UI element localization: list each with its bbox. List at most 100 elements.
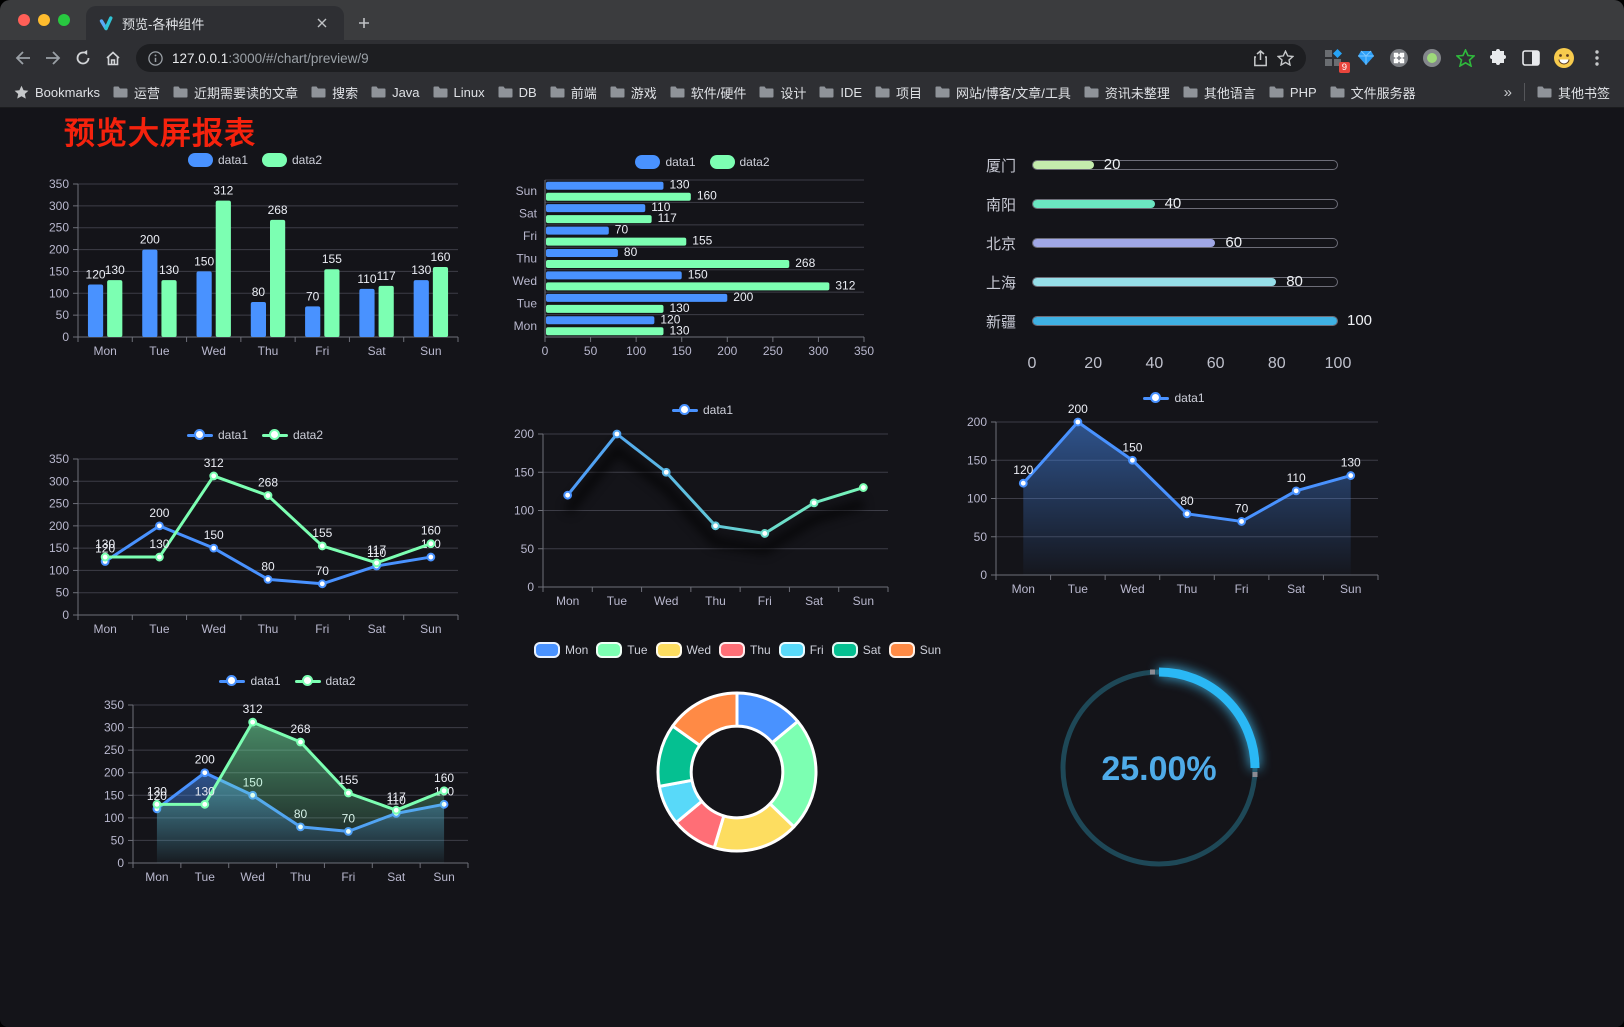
legend-swatch xyxy=(719,642,745,658)
svg-text:117: 117 xyxy=(658,211,677,225)
chart-line-area-two[interactable]: data1 data2 0 50 100 150 200 250 300 350 Mon Tue Wed… xyxy=(95,671,480,891)
city-label: 北京 xyxy=(985,235,1016,253)
extension-star-icon[interactable] xyxy=(1454,47,1476,69)
home-button[interactable] xyxy=(98,44,128,72)
legend-item-Wed[interactable]: Wed xyxy=(655,642,711,658)
legend-item-data1[interactable]: data1 xyxy=(671,403,733,417)
site-info-icon[interactable] xyxy=(148,50,163,66)
chart-line-two-series[interactable]: data1 data2 0 50 100 150 200 250 300 350 Mon Tue Wed… xyxy=(40,425,470,643)
reload-button[interactable] xyxy=(68,44,98,72)
other-bookmarks[interactable]: 其他书签 xyxy=(1537,83,1610,102)
progress-track: 100 xyxy=(1032,312,1372,329)
browser-tab[interactable]: 预览-各种组件 xyxy=(86,6,344,40)
split-view-icon[interactable] xyxy=(1520,47,1542,69)
chart-grouped-bar[interactable]: data1 data2 0 50 100 150 200 250 300 350 Mon Tue Wed… xyxy=(40,150,470,365)
legend-item-data1[interactable]: data1 xyxy=(635,155,696,169)
legend-item-Tue[interactable]: Tue xyxy=(596,642,648,658)
svg-text:155: 155 xyxy=(312,526,332,540)
svg-text:50: 50 xyxy=(584,344,598,358)
svg-text:70: 70 xyxy=(316,564,330,578)
bookmark-item[interactable]: Java xyxy=(371,83,420,102)
maximize-window-button[interactable] xyxy=(58,14,70,26)
address-bar[interactable]: 127.0.0.1:3000/#/chart/preview/9 xyxy=(136,44,1306,72)
bookmark-item[interactable]: 近期需要读的文章 xyxy=(173,83,298,102)
bookmark-label: 搜索 xyxy=(332,85,359,101)
legend-item-data2[interactable]: data2 xyxy=(709,155,770,169)
share-icon[interactable] xyxy=(1253,49,1268,67)
progress-row-南阳[interactable]: 南阳 40 xyxy=(958,195,1390,214)
folder-icon xyxy=(1330,86,1345,98)
legend-item-data1[interactable]: data1 xyxy=(187,153,248,167)
chart-legend: data1 data2 xyxy=(95,671,480,691)
progress-row-上海[interactable]: 上海 80 xyxy=(958,273,1390,292)
chart-legend: data1 data2 xyxy=(40,425,470,445)
svg-text:150: 150 xyxy=(514,465,534,479)
bookmark-item[interactable]: 文件服务器 xyxy=(1330,83,1416,102)
bookmark-star-icon[interactable] xyxy=(1277,50,1294,66)
svg-text:0: 0 xyxy=(62,330,69,344)
bookmark-item[interactable]: PHP xyxy=(1269,83,1317,102)
svg-text:268: 268 xyxy=(795,256,815,270)
forward-button[interactable] xyxy=(38,44,68,72)
back-button[interactable] xyxy=(8,44,38,72)
legend-item-data1[interactable]: data1 xyxy=(186,428,248,442)
svg-text:300: 300 xyxy=(49,199,69,213)
bookmark-label: 运营 xyxy=(134,85,161,101)
extension-grid-icon[interactable]: 9 xyxy=(1322,47,1350,73)
svg-text:70: 70 xyxy=(1235,501,1249,515)
close-window-button[interactable] xyxy=(18,14,30,26)
legend-item-Sat[interactable]: Sat xyxy=(831,642,881,658)
svg-text:0: 0 xyxy=(980,568,987,582)
chart-donut[interactable]: Mon Tue Wed Thu Fri Sat Sun xyxy=(533,640,941,898)
svg-text:200: 200 xyxy=(104,766,124,780)
progress-row-厦门[interactable]: 厦门 20 xyxy=(958,156,1390,175)
extension-record-icon[interactable] xyxy=(1421,47,1443,69)
folder-icon xyxy=(113,86,128,98)
bookmarks-root[interactable]: Bookmarks xyxy=(14,85,100,100)
bookmark-item[interactable]: Linux xyxy=(433,83,485,102)
legend-item-Fri[interactable]: Fri xyxy=(778,642,824,658)
legend-swatch xyxy=(533,642,560,658)
chart-capsule-progress[interactable]: 厦门 20 南阳 40 北京 60 上海 80 新疆 100 0 20 40 60 80 100 xyxy=(958,156,1390,405)
progress-row-新疆[interactable]: 新疆 100 xyxy=(958,312,1390,331)
progress-row-北京[interactable]: 北京 60 xyxy=(958,234,1390,253)
legend-item-Sun[interactable]: Sun xyxy=(888,642,941,658)
tab-close-icon[interactable] xyxy=(312,13,332,33)
bookmark-item[interactable]: 运营 xyxy=(113,83,160,102)
extension-gem-icon[interactable] xyxy=(1355,47,1377,69)
legend-item-Mon[interactable]: Mon xyxy=(533,642,588,658)
svg-text:Fri: Fri xyxy=(315,344,329,358)
bookmark-item[interactable]: 软件/硬件 xyxy=(670,83,746,102)
chart-legend: Mon Tue Wed Thu Fri Sat Sun xyxy=(533,640,941,660)
extension-command-icon[interactable] xyxy=(1388,47,1410,69)
minimize-window-button[interactable] xyxy=(38,14,50,26)
menu-dots-icon[interactable] xyxy=(1586,47,1608,69)
legend-item-data1[interactable]: data1 xyxy=(219,674,281,688)
legend-item-data1[interactable]: data1 xyxy=(1143,391,1205,405)
bookmark-item[interactable]: IDE xyxy=(819,83,862,102)
profile-avatar[interactable] xyxy=(1553,47,1575,69)
bookmark-item[interactable]: 其他语言 xyxy=(1183,83,1256,102)
bookmark-item[interactable]: 前端 xyxy=(550,83,597,102)
bookmarks-overflow-chevron[interactable]: » xyxy=(1503,83,1512,101)
chart-line-area[interactable]: data1 0 50 100 150 200 Mon Tue Wed Thu Fri Sat Sun 12… xyxy=(958,388,1390,603)
legend-item-data2[interactable]: data2 xyxy=(262,153,322,167)
legend-item-data2[interactable]: data2 xyxy=(262,428,323,442)
legend-item-Thu[interactable]: Thu xyxy=(719,642,771,658)
bookmark-item[interactable]: DB xyxy=(498,83,537,102)
folder-icon xyxy=(875,86,890,98)
new-tab-button[interactable] xyxy=(354,13,374,33)
city-label: 厦门 xyxy=(985,157,1016,175)
bookmark-item[interactable]: 游戏 xyxy=(610,83,657,102)
svg-text:300: 300 xyxy=(104,721,124,735)
bookmark-item[interactable]: 网站/博客/文章/工具 xyxy=(935,83,1071,102)
bookmark-item[interactable]: 搜索 xyxy=(311,83,358,102)
chart-gauge[interactable]: 25.00% xyxy=(1028,636,1290,900)
chart-horizontal-bar[interactable]: data1 data2 0 50 100 150 200 250 300 350 Sun Sat Fri… xyxy=(505,152,900,367)
bookmark-item[interactable]: 项目 xyxy=(875,83,922,102)
bookmark-item[interactable]: 设计 xyxy=(759,83,806,102)
chart-line-gradient[interactable]: data1 0 50 100 150 200 Mon Tue Wed Thu Fri Sat Sun xyxy=(505,400,900,615)
legend-item-data2[interactable]: data2 xyxy=(294,674,356,688)
extensions-puzzle-icon[interactable] xyxy=(1487,47,1509,69)
bookmark-item[interactable]: 资讯未整理 xyxy=(1084,83,1170,102)
